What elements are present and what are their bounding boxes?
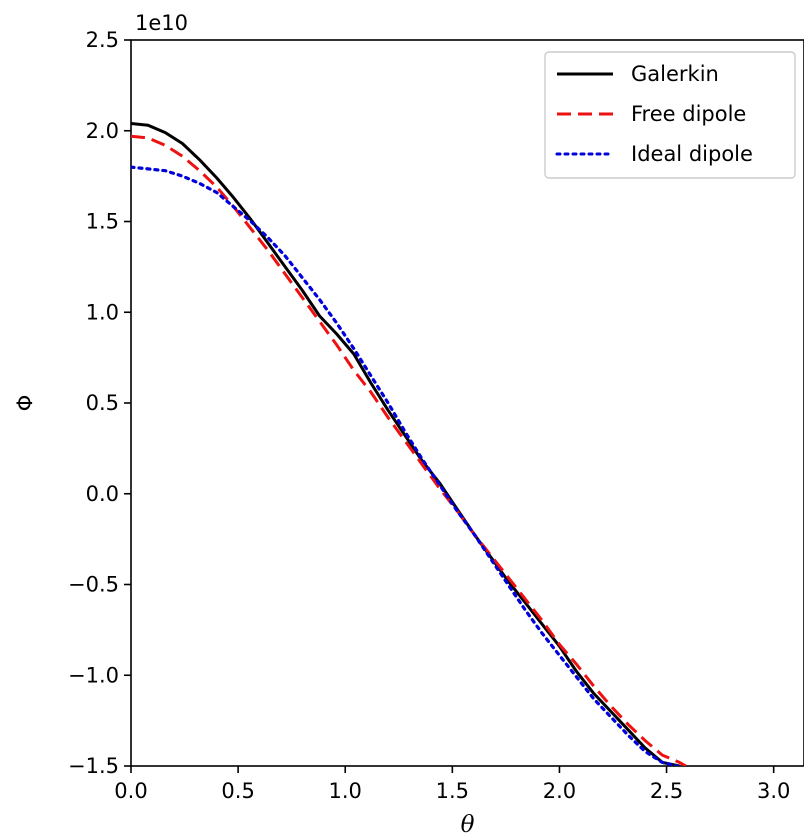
y-axis-offset-label: 1e10 [135, 11, 188, 35]
y-tick-label: 0.0 [86, 482, 119, 506]
x-tick-label: 1.0 [329, 779, 362, 803]
y-tick-label: −1.0 [68, 663, 119, 687]
x-tick-label: 2.0 [543, 779, 576, 803]
y-tick-label: 1.5 [86, 210, 119, 234]
legend-box [544, 51, 796, 179]
y-tick-label: 0.5 [86, 391, 119, 415]
x-tick-label: 2.5 [650, 779, 683, 803]
y-axis-ticks: −1.5 −1.0 −0.5 0.0 0.5 1.0 1.5 2.0 2.5 [68, 28, 131, 778]
legend: Galerkin Free dipole Ideal dipole [544, 51, 796, 179]
series-line-ideal-dipole [131, 165, 679, 766]
x-axis-ticks: 0.0 0.5 1.0 1.5 2.0 2.5 3.0 [114, 766, 790, 803]
legend-label: Galerkin [631, 62, 719, 86]
x-tick-label: 1.5 [436, 779, 469, 803]
series-line-galerkin [131, 122, 680, 766]
y-tick-label: 2.5 [86, 28, 119, 52]
y-tick-label: −0.5 [68, 573, 119, 597]
y-axis-label: Φ [13, 395, 37, 412]
legend-label: Ideal dipole [631, 142, 753, 166]
series-line-free-dipole [131, 134, 687, 766]
legend-label: Free dipole [631, 102, 746, 126]
x-tick-label: 0.0 [114, 779, 147, 803]
y-tick-label: −1.5 [68, 754, 119, 778]
y-tick-label: 1.0 [86, 300, 119, 324]
series-layer [131, 122, 687, 766]
x-axis-label: θ [461, 812, 475, 838]
x-tick-label: 0.5 [221, 779, 254, 803]
y-tick-label: 2.0 [86, 119, 119, 143]
x-tick-label: 3.0 [757, 779, 790, 803]
